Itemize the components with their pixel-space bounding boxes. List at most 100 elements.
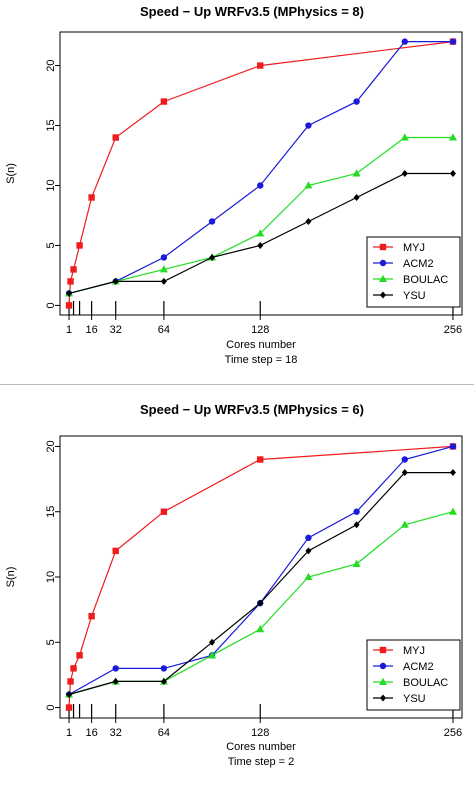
speedup-chart-mphysics-6: Speed − Up WRFv3.5 (MPhysics = 6) 0 5 10 15 2… [5, 402, 463, 768]
x-tick-label: 1 [66, 324, 72, 336]
legend-label: YSU [403, 693, 426, 705]
data-point-myj [65, 704, 73, 711]
y-tick-label: 0 [45, 704, 57, 710]
y-tick-label: 10 [45, 571, 57, 583]
data-point-ysu [112, 677, 119, 685]
x-tick-label: 16 [85, 324, 97, 336]
data-point-acm2 [401, 456, 408, 463]
data-point-boulac [352, 559, 361, 567]
data-point-boulac [304, 572, 313, 580]
legend-label: ACM2 [403, 258, 434, 270]
x-tick-label: 64 [158, 324, 170, 336]
x-tick-label: 128 [251, 727, 269, 739]
y-tick-label: 15 [45, 119, 57, 131]
data-point-ysu [401, 469, 408, 477]
x-tick-label: 32 [110, 324, 122, 336]
y-tick-label: 5 [45, 639, 57, 645]
data-point-myj [257, 62, 264, 69]
x-tick-label: 32 [110, 727, 122, 739]
data-point-ysu [257, 599, 264, 607]
y-tick-label: 20 [45, 440, 57, 452]
legend-label: BOULAC [403, 677, 448, 689]
data-point-ysu [305, 547, 312, 555]
data-point-ysu [353, 193, 360, 201]
x-tick-label: 16 [85, 727, 97, 739]
data-point-boulac [448, 507, 457, 515]
y-axis-label: S(n) [5, 567, 17, 588]
legend-marker [379, 274, 387, 282]
data-point-myj [76, 242, 83, 249]
data-point-acm2 [449, 443, 457, 450]
legend-label: ACM2 [403, 661, 434, 673]
panel-divider [0, 384, 474, 385]
legend-label: MYJ [403, 242, 425, 254]
x-axis-label: Cores number [226, 339, 296, 351]
data-point-ysu [160, 277, 167, 285]
data-point-ysu [257, 241, 264, 249]
data-point-myj [112, 547, 119, 555]
x-axis-sublabel: Time step = 18 [225, 354, 298, 366]
y-tick-label: 0 [45, 302, 57, 308]
legend-marker [379, 243, 387, 251]
data-point-acm2 [353, 98, 360, 105]
x-tick-label: 64 [158, 727, 170, 739]
data-point-acm2 [208, 218, 216, 225]
data-point-myj [67, 278, 74, 285]
chart-panel-top: Speed − Up WRFv3.5 (MPhysics = 8) 0 5 10 15 2… [0, 0, 474, 378]
legend-marker [379, 677, 387, 685]
data-point-acm2 [112, 665, 119, 672]
data-point-boulac [304, 181, 313, 189]
data-point-myj [257, 456, 264, 463]
legend-label: BOULAC [403, 274, 448, 286]
x-tick-label: 1 [66, 727, 72, 739]
x-tick-label: 256 [444, 727, 462, 739]
data-point-myj [160, 508, 168, 515]
data-point-myj [112, 134, 119, 141]
data-point-ysu [160, 677, 167, 685]
data-point-ysu [66, 691, 73, 698]
y-tick-label: 15 [45, 506, 57, 518]
data-point-ysu [449, 469, 456, 477]
data-point-boulac [352, 169, 361, 177]
x-axis-label: Cores number [226, 741, 296, 753]
chart-title: Speed − Up WRFv3.5 (MPhysics = 6) [140, 402, 364, 417]
data-point-boulac [159, 265, 168, 273]
data-point-ysu [449, 170, 456, 177]
data-point-myj [76, 652, 83, 659]
data-point-ysu [209, 638, 216, 646]
data-point-myj [88, 612, 95, 620]
data-point-boulac [448, 133, 457, 141]
data-point-myj [70, 665, 77, 672]
data-point-myj [70, 266, 77, 273]
data-point-boulac [256, 625, 265, 633]
data-point-ysu [353, 521, 360, 529]
legend-label: MYJ [403, 645, 425, 657]
legend-marker [380, 694, 386, 702]
x-tick-label: 128 [251, 324, 269, 336]
speedup-chart-mphysics-8: Speed − Up WRFv3.5 (MPhysics = 8) 0 5 10 15 2… [5, 4, 463, 366]
y-tick-label: 5 [45, 242, 57, 248]
data-point-acm2 [305, 122, 312, 129]
y-tick-label: 20 [45, 59, 57, 71]
data-point-acm2 [305, 534, 312, 542]
data-point-boulac [256, 229, 265, 237]
data-point-boulac [400, 133, 409, 141]
x-tick-label: 256 [444, 324, 462, 336]
data-point-myj [88, 194, 95, 201]
data-point-ysu [305, 217, 312, 225]
legend-label: YSU [403, 290, 426, 302]
legend-marker [379, 646, 387, 654]
chart-panel-bottom: Speed − Up WRFv3.5 (MPhysics = 6) 0 5 10 15 2… [0, 392, 474, 786]
legend-marker [380, 291, 386, 299]
data-point-ysu [209, 253, 216, 261]
data-point-myj [160, 98, 168, 105]
data-point-acm2 [449, 38, 457, 45]
data-point-acm2 [353, 508, 360, 515]
data-point-acm2 [160, 254, 168, 261]
x-axis-sublabel: Time step = 2 [228, 756, 295, 768]
data-point-ysu [112, 277, 119, 285]
data-point-acm2 [401, 38, 408, 45]
data-point-boulac [208, 651, 217, 659]
data-point-acm2 [257, 182, 264, 189]
data-point-boulac [400, 520, 409, 528]
